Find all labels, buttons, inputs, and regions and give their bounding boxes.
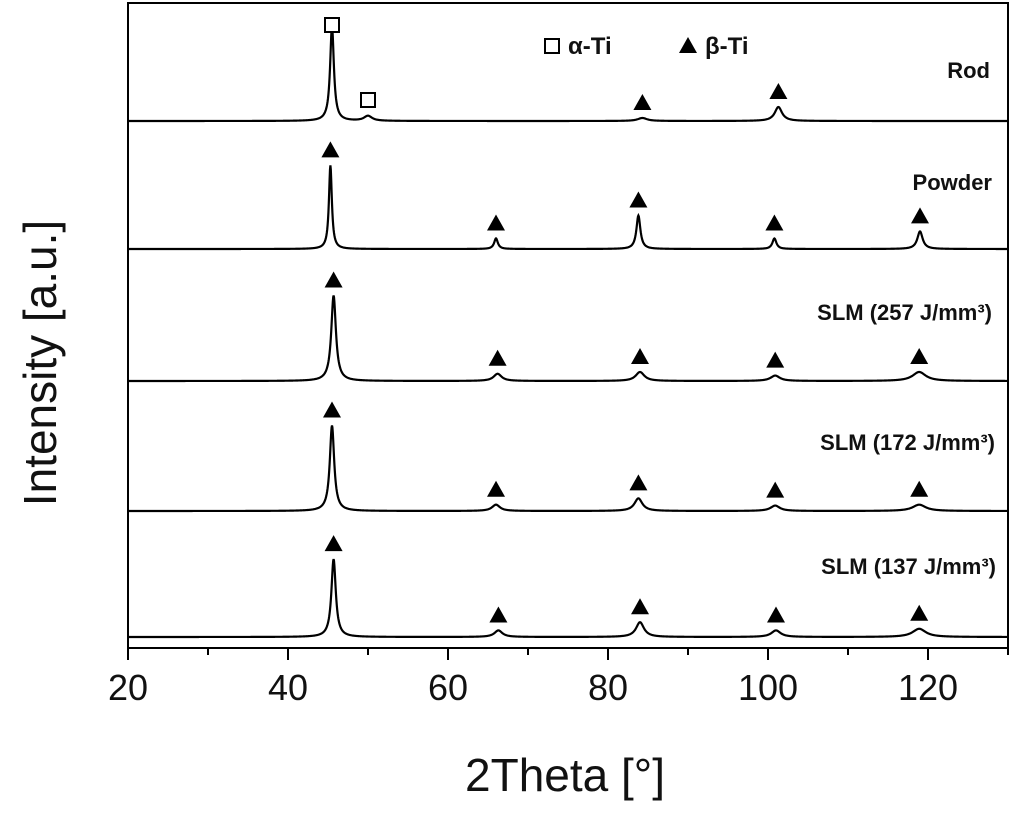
beta-ti-marker: [765, 214, 784, 231]
beta-ti-marker: [631, 598, 649, 615]
alpha-ti-marker: [360, 92, 376, 108]
beta-ti-marker: [631, 348, 649, 364]
beta-ti-marker: [324, 535, 343, 552]
series-labels: Rod Powder SLM (257 J/mm³) SLM (172 J/mm³) S…: [817, 58, 996, 579]
beta-ti-marker: [629, 191, 648, 208]
beta-ti-marker: [769, 83, 788, 99]
beta-ti-marker: [766, 481, 785, 498]
beta-ti-marker: [324, 271, 343, 288]
beta-ti-marker: [629, 474, 648, 491]
beta-ti-marker: [766, 351, 785, 368]
beta-ti-marker: [910, 480, 929, 497]
x-tick-label: 20: [108, 667, 148, 708]
beta-ti-marker: [910, 604, 929, 621]
beta-ti-marker: [767, 606, 785, 623]
x-tick-label: 100: [738, 667, 798, 708]
series-label: SLM (257 J/mm³): [817, 300, 992, 325]
x-tick-label: 120: [898, 667, 958, 708]
x-tick-label: 40: [268, 667, 308, 708]
x-tick-label: 80: [588, 667, 628, 708]
beta-ti-marker: [321, 141, 340, 158]
beta-ti-marker: [323, 401, 341, 418]
series-label: Powder: [913, 170, 993, 195]
trace-line: [128, 25, 1008, 123]
series-label: Rod: [947, 58, 990, 83]
beta-ti-marker: [488, 349, 507, 366]
x-tick-label: 60: [428, 667, 468, 708]
beta-ti-marker: [633, 94, 652, 110]
trace-line: [128, 558, 1008, 639]
plot-frame: [127, 2, 1009, 649]
phase-legend: α-Ti β-Ti: [544, 33, 749, 60]
alpha-ti-marker: [544, 38, 560, 54]
series-label: SLM (137 J/mm³): [821, 554, 996, 579]
trace-line: [128, 425, 1008, 513]
alpha-ti-marker: [324, 17, 340, 33]
legend-label: α-Ti: [568, 33, 612, 60]
x-axis-ticks: 20 40 60 80 100 120: [108, 648, 1009, 708]
beta-ti-marker: [910, 348, 929, 364]
series-label: SLM (172 J/mm³): [820, 430, 995, 455]
beta-ti-marker: [489, 606, 508, 623]
beta-ti-marker: [679, 37, 697, 53]
diffraction-traces: [128, 25, 1008, 639]
beta-ti-marker: [487, 480, 505, 497]
legend-label: β-Ti: [705, 33, 749, 60]
beta-ti-marker: [911, 207, 929, 224]
trace-line: [128, 295, 1008, 383]
phase-markers: [321, 17, 929, 623]
x-axis-label: 2Theta [°]: [465, 749, 665, 801]
beta-ti-marker: [487, 214, 505, 231]
trace-line: [128, 165, 1008, 251]
plot-border: [127, 2, 1009, 649]
